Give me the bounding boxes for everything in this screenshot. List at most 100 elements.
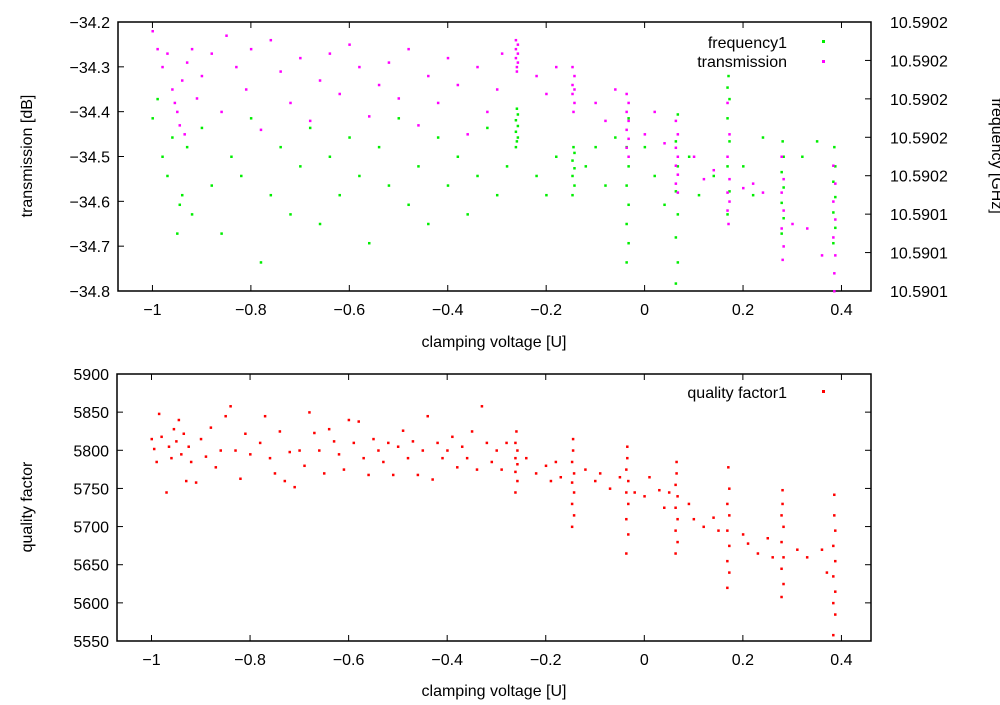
data-point-transmission xyxy=(625,92,628,96)
y2-tick-label: 10.5902 xyxy=(890,130,948,147)
data-point-frequency1 xyxy=(712,174,716,178)
data-point-transmission xyxy=(728,177,731,181)
x-tick-label: 0.4 xyxy=(830,302,852,319)
data-point-frequency1 xyxy=(220,232,223,235)
data-point-transmission xyxy=(244,88,248,91)
y-tick-label: −34.5 xyxy=(70,150,111,167)
data-point-quality-factor1 xyxy=(658,488,661,492)
data-point-transmission xyxy=(269,38,273,42)
data-point-frequency1 xyxy=(377,145,381,149)
data-point-frequency1 xyxy=(674,190,678,193)
data-point-quality-factor1 xyxy=(268,456,272,460)
data-point-frequency1 xyxy=(594,145,597,149)
y2-tick-label: 10.5902 xyxy=(890,92,948,109)
y-axis-title: quality factor xyxy=(19,461,36,552)
data-point-transmission xyxy=(834,182,837,185)
data-point-quality-factor1 xyxy=(805,556,809,559)
data-point-frequency1 xyxy=(387,184,391,187)
data-point-quality-factor1 xyxy=(780,540,783,544)
data-point-frequency1 xyxy=(446,184,450,187)
data-point-quality-factor1 xyxy=(263,414,267,418)
y-tick-label: 5800 xyxy=(73,443,109,460)
data-point-quality-factor1 xyxy=(728,514,731,517)
data-point-quality-factor1 xyxy=(570,502,574,506)
data-point-frequency1 xyxy=(176,232,179,235)
data-point-quality-factor1 xyxy=(782,556,785,559)
data-point-quality-factor1 xyxy=(626,445,629,448)
data-point-frequency1 xyxy=(318,222,322,226)
data-point-quality-factor1 xyxy=(318,449,321,452)
data-point-quality-factor1 xyxy=(516,479,519,483)
data-point-quality-factor1 xyxy=(559,475,563,479)
data-point-transmission xyxy=(728,200,731,203)
data-point-frequency1 xyxy=(514,130,518,134)
data-point-quality-factor1 xyxy=(608,487,612,490)
data-point-frequency1 xyxy=(742,165,745,168)
data-point-frequency1 xyxy=(832,211,835,214)
data-point-quality-factor1 xyxy=(209,426,213,429)
data-point-quality-factor1 xyxy=(832,575,835,578)
data-point-quality-factor1 xyxy=(421,449,425,452)
data-point-frequency1 xyxy=(780,232,783,235)
legend-label-frequency1: frequency1 xyxy=(708,35,787,52)
data-point-transmission xyxy=(663,142,666,145)
y-tick-label: −34.6 xyxy=(70,194,111,211)
data-point-quality-factor1 xyxy=(726,559,729,563)
data-point-quality-factor1 xyxy=(214,466,218,469)
data-point-quality-factor1 xyxy=(627,479,630,483)
data-point-transmission xyxy=(832,164,835,167)
y-tick-label: 5600 xyxy=(73,596,109,613)
data-point-quality-factor1 xyxy=(674,483,677,487)
x-tick-label: −0.2 xyxy=(530,302,562,319)
x-tick-label: −1 xyxy=(143,302,161,319)
data-point-transmission xyxy=(180,79,184,82)
data-point-frequency1 xyxy=(801,155,804,158)
data-point-quality-factor1 xyxy=(204,455,208,458)
data-point-quality-factor1 xyxy=(283,479,287,483)
data-point-quality-factor1 xyxy=(727,466,730,469)
y-tick-label: 5750 xyxy=(73,481,109,498)
data-point-quality-factor1 xyxy=(544,464,548,468)
data-point-transmission xyxy=(514,56,518,60)
data-point-transmission xyxy=(572,110,575,114)
data-point-frequency1 xyxy=(338,193,341,197)
data-point-quality-factor1 xyxy=(337,453,341,456)
data-point-transmission xyxy=(627,119,630,123)
data-point-transmission xyxy=(185,61,189,64)
data-point-transmission xyxy=(674,119,678,123)
data-point-quality-factor1 xyxy=(534,472,538,475)
data-point-transmission xyxy=(834,218,837,221)
data-point-frequency1 xyxy=(427,222,430,226)
data-point-transmission xyxy=(220,110,223,114)
data-point-quality-factor1 xyxy=(516,463,519,466)
data-point-quality-factor1 xyxy=(598,472,602,475)
data-point-transmission xyxy=(500,52,504,55)
data-point-frequency1 xyxy=(663,203,666,207)
data-point-quality-factor1 xyxy=(298,449,301,452)
y2-axis-title: frequency [GHz] xyxy=(988,98,1000,214)
data-point-frequency1 xyxy=(466,213,469,216)
data-point-quality-factor1 xyxy=(495,449,498,452)
data-point-quality-factor1 xyxy=(224,414,227,418)
data-point-transmission xyxy=(348,43,351,46)
data-point-quality-factor1 xyxy=(465,456,469,460)
data-point-frequency1 xyxy=(178,203,182,207)
data-point-quality-factor1 xyxy=(643,495,646,498)
data-point-quality-factor1 xyxy=(570,481,574,484)
data-point-transmission xyxy=(614,88,617,91)
data-point-quality-factor1 xyxy=(626,456,629,460)
data-point-transmission xyxy=(676,191,680,194)
data-point-frequency1 xyxy=(516,136,520,139)
data-point-transmission xyxy=(210,52,214,55)
data-point-transmission xyxy=(833,272,836,275)
data-point-transmission xyxy=(368,115,371,118)
data-point-quality-factor1 xyxy=(194,481,198,484)
data-point-transmission xyxy=(726,101,729,105)
data-point-transmission xyxy=(190,47,194,51)
data-point-quality-factor1 xyxy=(625,491,628,494)
data-point-frequency1 xyxy=(726,117,729,120)
data-point-quality-factor1 xyxy=(674,506,677,509)
data-point-quality-factor1 xyxy=(625,517,628,521)
data-point-quality-factor1 xyxy=(771,556,774,559)
data-point-frequency1 xyxy=(832,180,835,183)
